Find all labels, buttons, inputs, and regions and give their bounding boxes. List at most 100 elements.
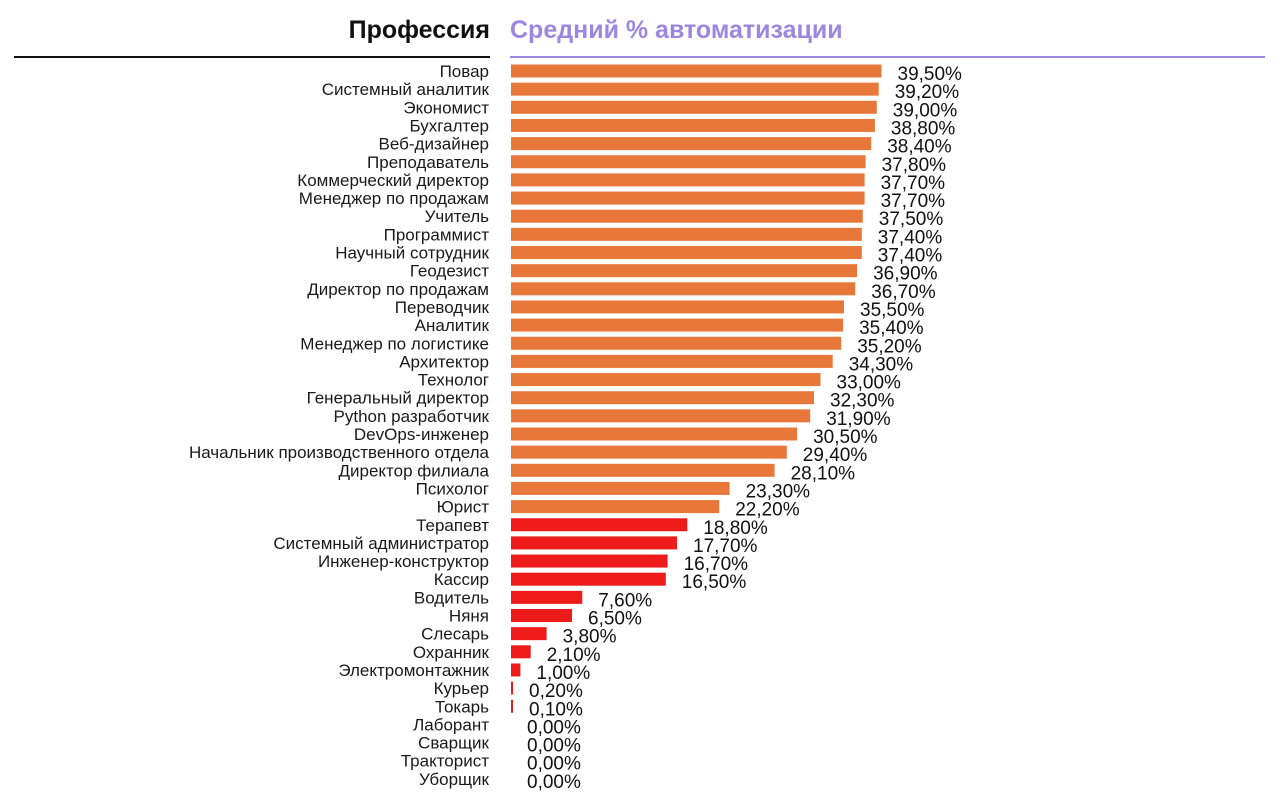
bars-group: Повар 39,50% Системный аналитик 39,20% Эконо… xyxy=(189,62,962,793)
bar xyxy=(511,336,842,350)
bar xyxy=(511,155,866,169)
bar xyxy=(511,463,775,477)
category-label: Технолог xyxy=(418,371,489,390)
bar xyxy=(511,246,862,259)
category-label: Директор филиала xyxy=(338,461,489,480)
value-label: 16,50% xyxy=(682,572,747,593)
value-label: 39,00% xyxy=(893,100,958,121)
value-label: 0,00% xyxy=(527,772,581,793)
category-label: Курьер xyxy=(434,679,489,698)
bar xyxy=(511,572,666,586)
bar xyxy=(511,627,547,641)
bar xyxy=(511,64,882,78)
automation-header: Средний % автоматизации xyxy=(510,16,843,44)
value-label: 38,80% xyxy=(891,118,956,139)
bar xyxy=(511,318,844,332)
value-label: 37,40% xyxy=(878,246,943,267)
category-label: Системный аналитик xyxy=(322,80,490,99)
value-label: 0,00% xyxy=(527,754,581,775)
category-label: Системный администратор xyxy=(273,534,489,553)
category-label: Python разработчик xyxy=(334,407,490,426)
value-label: 37,70% xyxy=(881,173,946,194)
bar xyxy=(511,554,668,568)
value-label: 36,90% xyxy=(873,264,938,285)
bar xyxy=(511,427,798,441)
bar xyxy=(511,663,521,677)
category-label: Няня xyxy=(449,607,489,626)
value-label: 31,90% xyxy=(826,409,891,430)
bar xyxy=(511,264,858,278)
category-label: Повар xyxy=(440,62,489,81)
category-label: Аналитик xyxy=(415,316,490,335)
value-label: 34,30% xyxy=(849,354,914,375)
value-label: 0,10% xyxy=(529,699,583,720)
value-label: 37,50% xyxy=(879,209,944,230)
bar xyxy=(511,681,513,695)
value-label: 36,70% xyxy=(871,282,936,303)
value-label: 0,00% xyxy=(527,736,581,757)
profession-header: Профессия xyxy=(349,16,490,44)
value-label: 29,40% xyxy=(803,445,868,466)
value-label: 3,80% xyxy=(563,627,617,648)
bar xyxy=(511,481,730,495)
category-label: Инженер-конструктор xyxy=(318,552,489,571)
bar xyxy=(511,518,688,532)
category-label: Учитель xyxy=(425,207,490,226)
category-label: Переводчик xyxy=(395,298,490,317)
bar xyxy=(511,590,583,604)
category-label: Психолог xyxy=(416,479,489,498)
category-label: Охранник xyxy=(413,643,490,662)
category-label: Менеджер по логистике xyxy=(300,334,489,353)
bar xyxy=(511,645,531,659)
bar xyxy=(511,536,677,550)
value-label: 37,80% xyxy=(882,155,947,176)
bar xyxy=(511,227,862,241)
bar xyxy=(511,173,865,187)
value-label: 22,20% xyxy=(735,500,800,521)
category-label: Директор по продажам xyxy=(307,280,489,299)
category-label: Кассир xyxy=(434,570,489,589)
value-label: 35,40% xyxy=(859,318,924,339)
category-label: Коммерческий директор xyxy=(297,171,489,190)
category-label: Токарь xyxy=(435,697,489,716)
bar xyxy=(511,409,811,423)
bar xyxy=(511,191,865,205)
bar xyxy=(511,282,856,296)
value-label: 39,50% xyxy=(898,64,963,85)
value-label: 6,50% xyxy=(588,609,642,630)
category-label: Терапевт xyxy=(416,516,489,535)
category-label: DevOps-инженер xyxy=(354,425,489,444)
value-label: 1,00% xyxy=(536,663,590,684)
bar xyxy=(511,354,833,368)
value-label: 35,20% xyxy=(857,336,922,357)
bar xyxy=(511,373,821,387)
category-label: Генеральный директор xyxy=(307,389,489,408)
bar xyxy=(511,609,572,622)
category-label: Водитель xyxy=(414,588,489,607)
value-label: 33,00% xyxy=(837,373,902,394)
category-label: Начальник производственного отдела xyxy=(189,443,490,462)
value-label: 23,30% xyxy=(746,481,811,502)
bar xyxy=(511,300,844,314)
bar xyxy=(511,391,814,405)
value-label: 28,10% xyxy=(791,463,856,484)
value-label: 16,70% xyxy=(684,554,749,575)
category-label: Экономист xyxy=(403,98,489,117)
bar xyxy=(511,118,875,132)
bar xyxy=(511,500,720,514)
bar xyxy=(511,699,513,713)
bar xyxy=(511,82,879,96)
category-label: Менеджер по продажам xyxy=(299,189,489,208)
value-label: 18,80% xyxy=(703,518,768,539)
value-label: 7,60% xyxy=(598,590,652,611)
bar xyxy=(511,137,872,151)
category-label: Тракторист xyxy=(401,752,489,771)
category-label: Юрист xyxy=(437,498,490,517)
value-label: 39,20% xyxy=(895,82,960,103)
value-label: 37,70% xyxy=(881,191,946,212)
category-label: Сварщик xyxy=(418,734,490,753)
category-label: Уборщик xyxy=(419,770,490,789)
category-label: Слесарь xyxy=(421,625,489,644)
value-label: 38,40% xyxy=(887,137,952,158)
